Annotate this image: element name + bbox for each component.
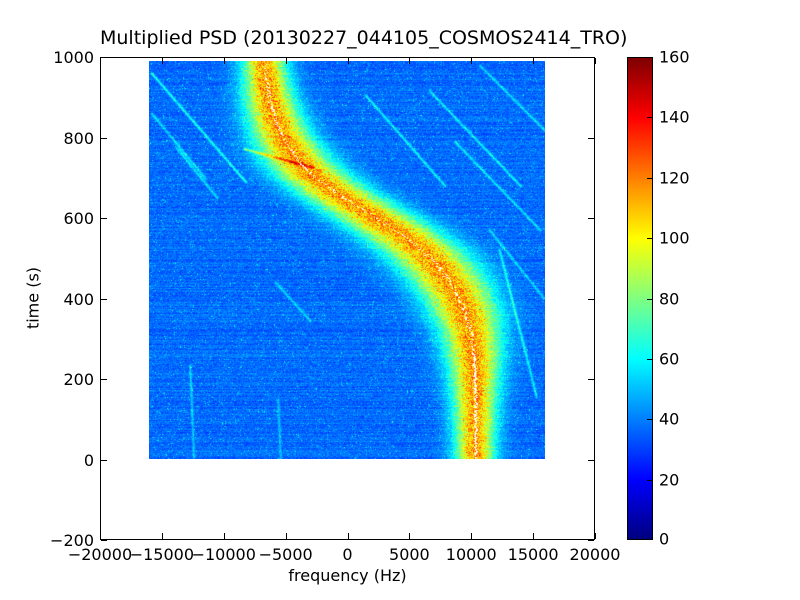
tick-mark xyxy=(100,58,101,64)
y-tick-label: 800 xyxy=(63,128,94,148)
x-axis-label: frequency (Hz) xyxy=(288,566,407,585)
tick-mark xyxy=(533,533,534,539)
tick-mark xyxy=(348,58,349,64)
tick-mark xyxy=(348,533,349,539)
colorbar-tick-label: 120 xyxy=(659,168,690,188)
y-tick-label: −200 xyxy=(50,531,94,550)
colorbar-tick-label: 80 xyxy=(659,289,680,308)
tick-mark xyxy=(162,58,163,64)
tick-mark xyxy=(588,138,594,139)
colorbar-tick-label: 60 xyxy=(659,349,680,369)
x-tick-label: −10000 xyxy=(191,545,256,564)
tick-mark xyxy=(471,533,472,539)
colorbar-tick-label: 100 xyxy=(659,228,690,248)
y-tick-label: 1000 xyxy=(53,48,94,67)
tick-mark xyxy=(100,533,101,539)
x-tick-label: −5000 xyxy=(258,545,313,564)
tick-mark xyxy=(647,57,652,58)
colorbar-tick-label: 160 xyxy=(659,47,690,67)
colorbar-tick-label: 20 xyxy=(659,470,680,490)
tick-mark xyxy=(647,419,652,420)
x-tick-label: 0 xyxy=(342,545,353,564)
tick-mark xyxy=(286,533,287,539)
tick-mark xyxy=(471,58,472,64)
tick-mark xyxy=(588,57,594,58)
tick-mark xyxy=(224,58,225,64)
tick-mark xyxy=(588,540,594,541)
tick-mark xyxy=(647,238,652,239)
tick-mark xyxy=(588,379,594,380)
tick-mark xyxy=(101,379,107,380)
colorbar-tick-label: 140 xyxy=(659,107,690,127)
colorbar xyxy=(627,57,653,540)
tick-mark xyxy=(595,533,596,539)
tick-mark xyxy=(647,539,652,540)
y-tick-label: 400 xyxy=(63,289,94,309)
y-tick-label: 600 xyxy=(63,209,94,228)
tick-mark xyxy=(595,58,596,64)
tick-mark xyxy=(101,299,107,300)
spectrogram-canvas xyxy=(149,61,545,459)
x-tick-label: 20000 xyxy=(569,545,621,564)
x-tick-label: −15000 xyxy=(129,545,195,564)
y-tick-label: 200 xyxy=(63,370,94,389)
tick-mark xyxy=(588,460,594,461)
tick-mark xyxy=(101,218,107,219)
x-tick-label: 10000 xyxy=(445,545,497,564)
tick-mark xyxy=(224,533,225,539)
tick-mark xyxy=(101,460,107,461)
colorbar-tick-label: 0 xyxy=(659,529,670,549)
tick-mark xyxy=(409,533,410,539)
colorbar-gradient xyxy=(628,58,652,539)
chart-title: Multiplied PSD (20130227_044105_COSMOS24… xyxy=(100,27,628,49)
tick-mark xyxy=(588,218,594,219)
tick-mark xyxy=(162,533,163,539)
x-tick-label: 5000 xyxy=(389,545,430,564)
tick-mark xyxy=(647,178,652,179)
tick-mark xyxy=(533,58,534,64)
y-tick-label: 0 xyxy=(83,450,94,470)
tick-mark xyxy=(101,138,107,139)
tick-mark xyxy=(647,480,652,481)
tick-mark xyxy=(101,57,107,58)
axes-frame xyxy=(100,57,595,540)
tick-mark xyxy=(409,58,410,64)
x-tick-label: 15000 xyxy=(507,545,559,564)
colorbar-tick-label: 40 xyxy=(659,409,680,429)
tick-mark xyxy=(647,299,652,300)
tick-mark xyxy=(286,58,287,64)
tick-mark xyxy=(647,117,652,118)
tick-mark xyxy=(588,299,594,300)
tick-mark xyxy=(101,540,107,541)
x-tick-label: −20000 xyxy=(67,545,133,564)
tick-mark xyxy=(647,359,652,360)
